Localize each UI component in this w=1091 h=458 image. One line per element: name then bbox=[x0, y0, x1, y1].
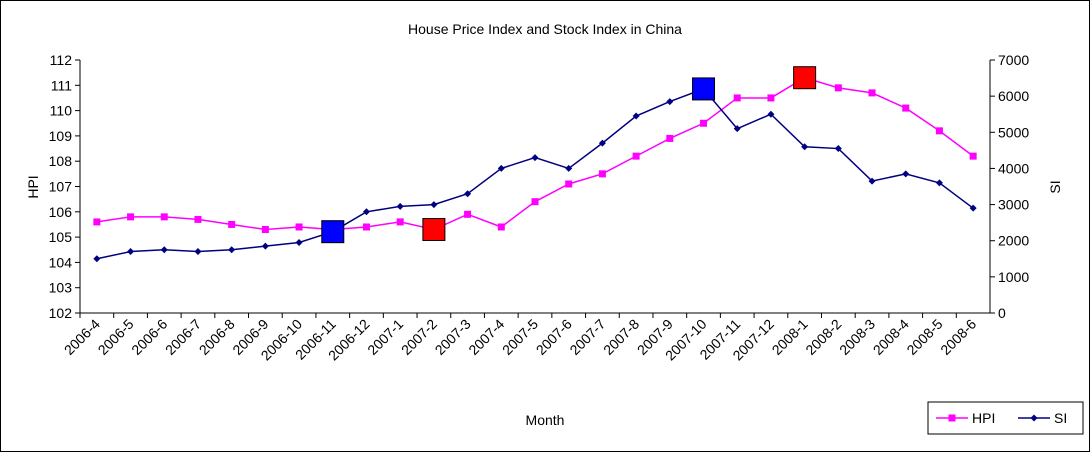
marker bbox=[160, 246, 168, 254]
y2-tick-label: 1000 bbox=[998, 269, 1029, 285]
marker bbox=[396, 202, 404, 210]
marker bbox=[261, 226, 269, 234]
marker bbox=[93, 218, 101, 226]
marker bbox=[160, 213, 168, 221]
marker bbox=[834, 145, 842, 153]
marker bbox=[935, 127, 943, 135]
y2-tick-label: 5000 bbox=[998, 124, 1029, 140]
marker bbox=[93, 255, 101, 263]
y2-axis-label: SI bbox=[1047, 180, 1063, 193]
marker bbox=[396, 218, 404, 226]
chart-title: House Price Index and Stock Index in Chi… bbox=[408, 21, 682, 37]
marker bbox=[948, 414, 956, 422]
marker bbox=[868, 89, 876, 97]
marker bbox=[228, 220, 236, 228]
y-axis-label: HPI bbox=[25, 175, 41, 198]
y-tick-label: 107 bbox=[49, 179, 73, 195]
highlight-marker bbox=[422, 218, 446, 242]
y-tick-label: 103 bbox=[49, 280, 73, 296]
highlight-marker bbox=[692, 77, 716, 101]
y2-tick-label: 3000 bbox=[998, 197, 1029, 213]
marker bbox=[801, 143, 809, 151]
y-tick-label: 102 bbox=[49, 305, 73, 321]
marker bbox=[700, 119, 708, 127]
highlight-marker bbox=[793, 66, 817, 90]
marker bbox=[868, 177, 876, 185]
y2-tick-label: 7000 bbox=[998, 52, 1029, 68]
marker bbox=[632, 152, 640, 160]
x-axis-label: Month bbox=[526, 412, 565, 428]
marker bbox=[127, 213, 135, 221]
y-tick-label: 108 bbox=[49, 153, 73, 169]
marker bbox=[127, 248, 135, 256]
y2-tick-label: 4000 bbox=[998, 160, 1029, 176]
marker bbox=[767, 110, 775, 118]
marker bbox=[497, 223, 505, 231]
y-tick-label: 104 bbox=[49, 254, 73, 270]
y2-tick-label: 6000 bbox=[998, 88, 1029, 104]
marker bbox=[598, 170, 606, 178]
marker bbox=[194, 215, 202, 223]
highlight-marker bbox=[321, 220, 345, 244]
y-tick-label: 111 bbox=[51, 77, 72, 93]
legend-label: HPI bbox=[972, 410, 995, 426]
y-tick-label: 106 bbox=[49, 204, 73, 220]
marker bbox=[666, 134, 674, 142]
marker bbox=[969, 204, 977, 212]
marker bbox=[935, 179, 943, 187]
marker bbox=[767, 94, 775, 102]
marker bbox=[733, 94, 741, 102]
marker bbox=[362, 208, 370, 216]
marker bbox=[733, 125, 741, 133]
y2-tick-label: 0 bbox=[998, 305, 1006, 321]
marker bbox=[497, 164, 505, 172]
y-tick-label: 110 bbox=[50, 103, 73, 119]
y-tick-label: 105 bbox=[49, 229, 73, 245]
marker bbox=[464, 190, 472, 198]
marker bbox=[295, 239, 303, 247]
marker bbox=[1030, 414, 1038, 422]
marker bbox=[531, 154, 539, 162]
marker bbox=[969, 152, 977, 160]
marker bbox=[902, 170, 910, 178]
marker bbox=[430, 201, 438, 209]
y2-tick-label: 2000 bbox=[998, 233, 1029, 249]
marker bbox=[598, 139, 606, 147]
y-tick-label: 112 bbox=[50, 52, 73, 68]
marker bbox=[632, 112, 640, 120]
marker bbox=[666, 98, 674, 106]
legend-label: SI bbox=[1054, 410, 1067, 426]
marker bbox=[565, 180, 573, 188]
marker bbox=[902, 104, 910, 112]
marker bbox=[261, 242, 269, 250]
y-tick-label: 109 bbox=[49, 128, 73, 144]
marker bbox=[362, 223, 370, 231]
marker bbox=[464, 210, 472, 218]
marker bbox=[194, 248, 202, 256]
marker bbox=[228, 246, 236, 254]
marker bbox=[295, 223, 303, 231]
marker bbox=[565, 164, 573, 172]
marker bbox=[531, 198, 539, 206]
marker bbox=[834, 84, 842, 92]
